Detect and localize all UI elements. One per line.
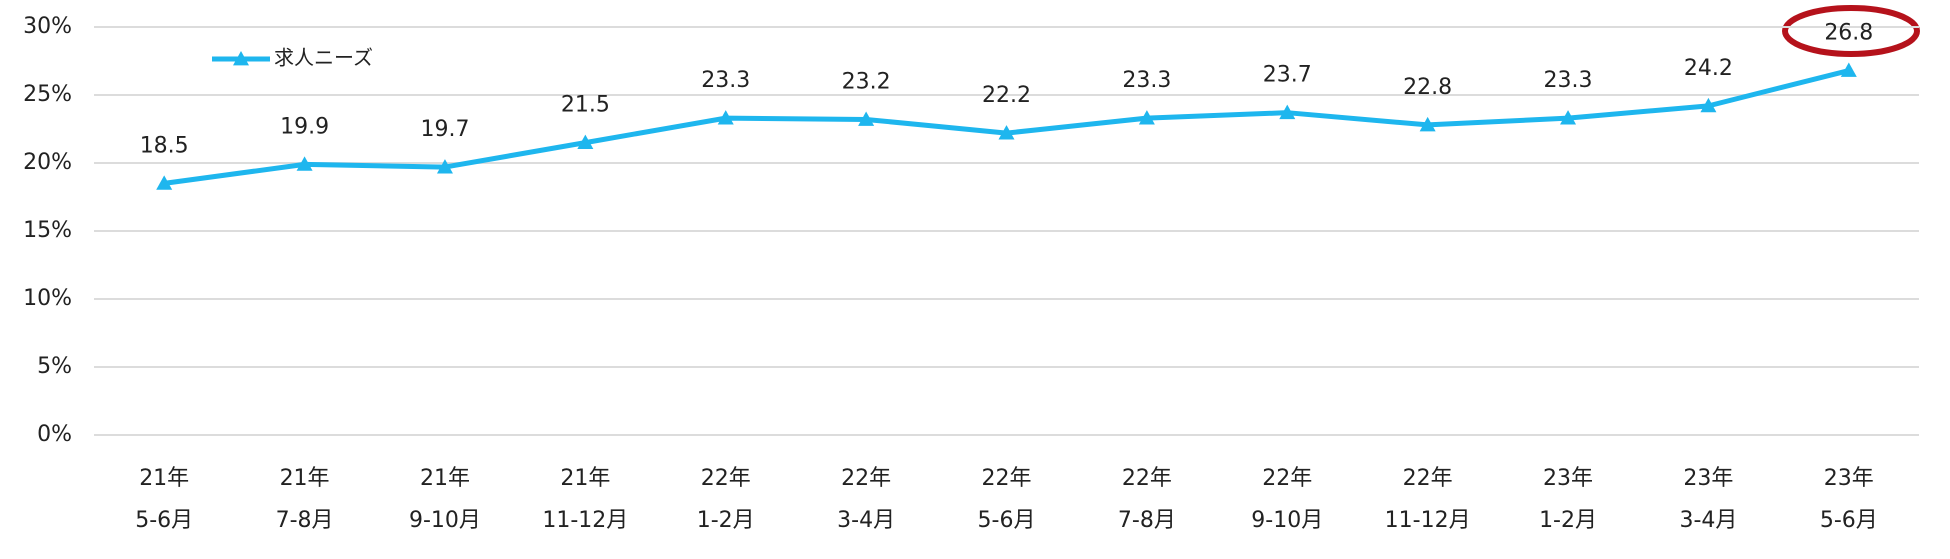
x-tick-label: 21年 [560, 466, 610, 491]
x-tick-label: 22年 [841, 466, 891, 491]
data-point [577, 134, 594, 149]
data-point [1560, 110, 1577, 125]
data-point [296, 156, 313, 171]
x-tick-label: 23年 [1824, 466, 1874, 491]
x-tick-label: 22年 [1122, 466, 1172, 491]
x-tick-label: 22年 [1403, 466, 1453, 491]
data-label: 22.8 [1403, 75, 1452, 100]
data-point [1138, 110, 1155, 125]
data-label: 23.3 [1544, 68, 1593, 93]
data-label: 21.5 [561, 93, 610, 118]
data-label: 19.9 [280, 114, 329, 139]
data-label: 18.5 [140, 133, 189, 158]
x-tick-label: 9-10月 [1251, 508, 1323, 533]
data-label: 23.3 [1122, 68, 1171, 93]
x-tick-label: 1-2月 [1539, 508, 1597, 533]
x-tick-label: 7-8月 [1118, 508, 1176, 533]
x-tick-label: 21年 [420, 466, 470, 491]
data-point [1279, 104, 1296, 120]
y-tick-label: 20% [23, 150, 72, 175]
x-tick-label: 22年 [982, 466, 1032, 491]
data-point [156, 175, 173, 190]
x-tick-label: 23年 [1543, 466, 1593, 491]
data-point [858, 111, 875, 126]
data-point [1419, 116, 1436, 132]
data-point [436, 159, 453, 174]
data-label: 24.2 [1684, 56, 1733, 81]
y-tick-label: 5% [37, 354, 72, 379]
y-tick-label: 30% [23, 14, 72, 39]
x-tick-label: 3-4月 [837, 508, 895, 533]
highlight-circle [1782, 5, 1920, 57]
x-tick-label: 7-8月 [276, 508, 334, 533]
x-tick-label: 11-12月 [1385, 508, 1471, 533]
data-point [717, 110, 734, 125]
y-tick-label: 10% [23, 286, 72, 311]
data-label: 19.7 [420, 117, 469, 142]
data-label: 23.2 [842, 69, 891, 94]
data-label: 23.7 [1263, 63, 1312, 88]
data-label: 26.8 [1824, 21, 1873, 46]
data-point [998, 125, 1015, 140]
legend-label: 求人ニーズ [274, 46, 373, 70]
x-tick-label: 5-6月 [978, 508, 1036, 533]
y-tick-label: 15% [23, 218, 72, 243]
data-point [1700, 97, 1717, 113]
x-tick-label: 21年 [139, 466, 189, 491]
data-label: 22.2 [982, 83, 1031, 108]
x-tick-label: 22年 [701, 466, 751, 491]
x-tick-label: 5-6月 [1820, 508, 1878, 533]
x-tick-label: 21年 [280, 466, 330, 491]
x-tick-label: 3-4月 [1679, 508, 1737, 533]
x-tick-label: 22年 [1262, 466, 1312, 491]
legend-marker [233, 51, 249, 66]
x-tick-label: 23年 [1683, 466, 1733, 491]
x-tick-label: 11-12月 [542, 508, 628, 533]
data-point [1840, 62, 1857, 77]
x-tick-label: 9-10月 [409, 508, 481, 533]
y-tick-label: 0% [37, 422, 72, 447]
y-tick-label: 25% [23, 82, 72, 107]
x-tick-label: 5-6月 [135, 508, 193, 533]
data-label: 23.3 [701, 68, 750, 93]
x-tick-label: 1-2月 [697, 508, 755, 533]
plot: 0% 5% 10% 15% 20% 25% 30% 21年 5-6月 21年 7-8月 21年 9-10… [23, 14, 1919, 533]
